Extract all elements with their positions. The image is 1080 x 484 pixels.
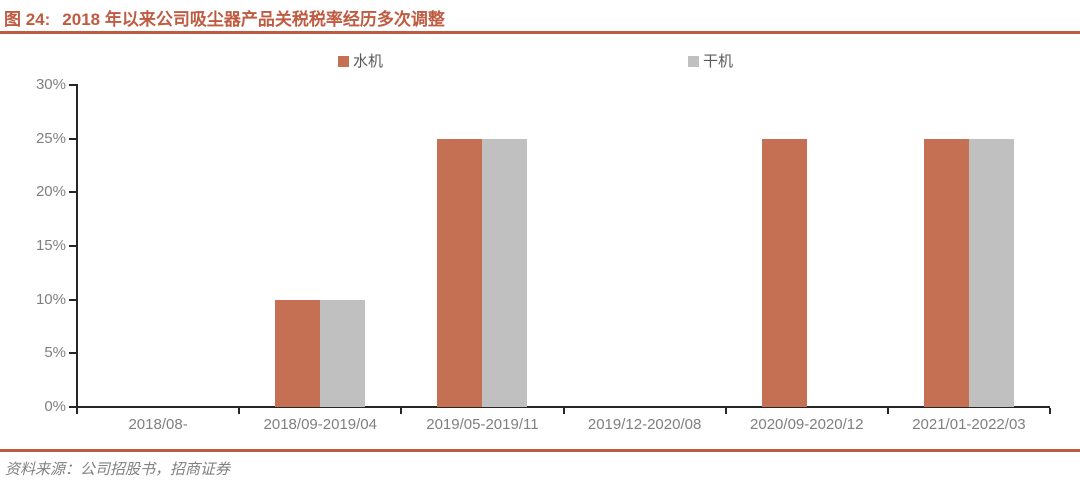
figure-number: 图 24:: [4, 10, 51, 29]
source-note: 资料来源：公司招股书，招商证券: [5, 462, 231, 478]
x-axis-tick: [76, 408, 78, 414]
x-axis-label: 2020/09-2020/12: [750, 416, 864, 433]
x-axis-tick: [1049, 408, 1051, 414]
y-axis-label: 0%: [44, 398, 66, 415]
legend-label-dry: 干机: [703, 53, 734, 70]
x-axis-tick: [400, 408, 403, 414]
x-axis-label: 2018/09-2019/04: [263, 416, 377, 433]
x-axis-tick: [562, 408, 565, 414]
plot-area: [77, 85, 1050, 407]
y-axis-tick: [69, 191, 76, 194]
x-axis-tick: [886, 408, 889, 414]
legend-swatch-dry-icon: [688, 56, 699, 67]
bar-水机-2020/09-2020/12: [761, 138, 807, 407]
bar-水机-2019/05-2019/11: [437, 138, 483, 407]
y-axis-tick: [69, 137, 76, 140]
x-axis-label: 2018/08-: [128, 416, 188, 433]
legend-item-dry: 干机: [688, 54, 733, 69]
legend-swatch-water-icon: [338, 56, 349, 67]
bar-干机-2021/01-2022/03: [968, 138, 1014, 407]
bar-干机-2018/09-2019/04: [320, 299, 366, 407]
y-axis-label: 20%: [35, 183, 66, 201]
title-divider: [0, 31, 1080, 34]
x-axis-line: [69, 406, 1050, 408]
legend-item-water: 水机: [338, 54, 383, 69]
y-axis-label: 5%: [44, 344, 66, 362]
y-axis-tick: [69, 406, 76, 408]
y-axis-label: 30%: [35, 76, 66, 93]
y-axis-tick: [69, 84, 76, 86]
bar-水机-2021/01-2022/03: [923, 138, 969, 407]
y-axis-label: 25%: [35, 129, 66, 147]
y-axis-label: 10%: [35, 290, 66, 308]
footer-divider: [0, 449, 1080, 452]
x-axis-label: 2019/05-2019/11: [426, 416, 539, 433]
bar-干机-2019/05-2019/11: [482, 138, 528, 407]
x-axis-tick: [238, 408, 241, 414]
y-axis-tick: [69, 352, 76, 355]
x-axis-label: 2019/12-2020/08: [587, 416, 702, 433]
y-axis-label: 15%: [35, 237, 66, 254]
y-axis-tick: [69, 245, 76, 247]
figure-title: 图 24: 2018 年以来公司吸尘器产品关税税率经历多次调整: [4, 5, 445, 30]
y-axis-line: [76, 84, 78, 408]
figure-title-text: 2018 年以来公司吸尘器产品关税税率经历多次调整: [62, 10, 445, 29]
y-axis-tick: [69, 298, 76, 301]
bar-水机-2018/09-2019/04: [275, 299, 321, 407]
x-axis-label: 2021/01-2022/03: [912, 416, 1026, 433]
legend-label-water: 水机: [353, 53, 384, 70]
x-axis-tick: [724, 408, 727, 414]
